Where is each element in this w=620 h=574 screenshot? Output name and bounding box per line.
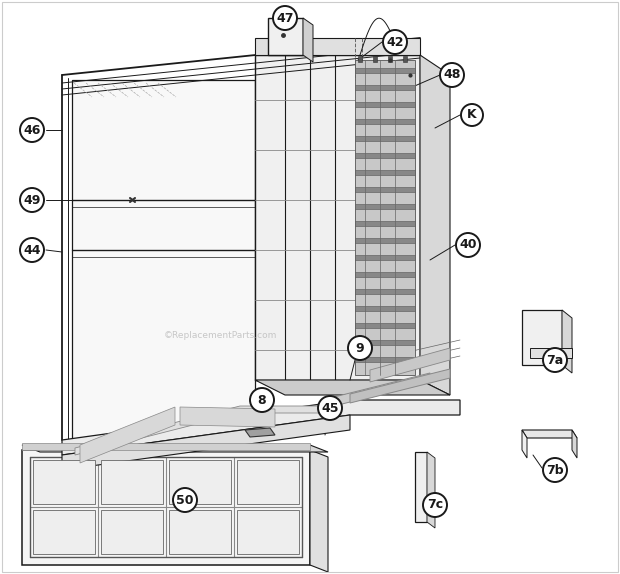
- Polygon shape: [62, 400, 460, 455]
- Polygon shape: [169, 460, 231, 504]
- Polygon shape: [255, 55, 420, 380]
- Polygon shape: [355, 102, 415, 107]
- Circle shape: [20, 118, 44, 142]
- Polygon shape: [169, 510, 231, 554]
- Text: 47: 47: [277, 11, 294, 25]
- Circle shape: [273, 6, 297, 30]
- Polygon shape: [330, 373, 430, 407]
- Text: 45: 45: [321, 401, 339, 414]
- Polygon shape: [355, 119, 415, 124]
- Text: 48: 48: [443, 68, 461, 82]
- Circle shape: [20, 188, 44, 212]
- Polygon shape: [355, 68, 415, 73]
- Text: 7b: 7b: [546, 463, 564, 476]
- Polygon shape: [355, 357, 415, 362]
- Polygon shape: [355, 221, 415, 226]
- Polygon shape: [101, 510, 163, 554]
- Circle shape: [440, 63, 464, 87]
- Polygon shape: [355, 60, 415, 375]
- Polygon shape: [355, 170, 415, 175]
- Polygon shape: [355, 85, 415, 90]
- Text: 50: 50: [176, 494, 193, 506]
- Polygon shape: [255, 38, 420, 55]
- Polygon shape: [388, 56, 392, 62]
- Circle shape: [20, 238, 44, 262]
- Polygon shape: [72, 80, 255, 440]
- Polygon shape: [355, 153, 415, 158]
- Circle shape: [348, 336, 372, 360]
- Text: 7c: 7c: [427, 498, 443, 511]
- Polygon shape: [415, 452, 427, 522]
- Polygon shape: [420, 55, 450, 395]
- Circle shape: [318, 396, 342, 420]
- Polygon shape: [303, 18, 313, 62]
- Polygon shape: [355, 187, 415, 192]
- Circle shape: [543, 348, 567, 372]
- Polygon shape: [33, 460, 95, 504]
- Polygon shape: [522, 430, 527, 458]
- Polygon shape: [62, 415, 350, 470]
- Polygon shape: [355, 323, 415, 328]
- Circle shape: [543, 458, 567, 482]
- Polygon shape: [80, 407, 175, 463]
- Polygon shape: [355, 289, 415, 294]
- Circle shape: [461, 104, 483, 126]
- Text: 44: 44: [24, 243, 41, 257]
- Polygon shape: [22, 443, 310, 450]
- Polygon shape: [403, 56, 407, 62]
- Polygon shape: [237, 460, 299, 504]
- Polygon shape: [255, 380, 450, 395]
- Polygon shape: [355, 306, 415, 311]
- Polygon shape: [355, 255, 415, 260]
- Polygon shape: [370, 348, 450, 382]
- Polygon shape: [358, 56, 362, 62]
- Text: K: K: [467, 108, 477, 122]
- Polygon shape: [355, 272, 415, 277]
- Polygon shape: [355, 340, 415, 345]
- Polygon shape: [268, 18, 303, 55]
- Polygon shape: [355, 136, 415, 141]
- Circle shape: [423, 493, 447, 517]
- Text: 46: 46: [24, 123, 41, 137]
- Polygon shape: [350, 369, 450, 403]
- Circle shape: [383, 30, 407, 54]
- Polygon shape: [522, 310, 562, 365]
- Circle shape: [456, 233, 480, 257]
- Polygon shape: [22, 445, 328, 452]
- Polygon shape: [427, 452, 435, 528]
- Text: 8: 8: [258, 394, 267, 406]
- Polygon shape: [245, 428, 275, 437]
- Polygon shape: [355, 238, 415, 243]
- Polygon shape: [180, 407, 275, 427]
- Text: 7a: 7a: [546, 354, 564, 367]
- Polygon shape: [310, 450, 328, 572]
- Polygon shape: [75, 406, 330, 455]
- Text: 49: 49: [24, 193, 41, 207]
- Text: 40: 40: [459, 239, 477, 251]
- Polygon shape: [562, 310, 572, 373]
- Polygon shape: [355, 204, 415, 209]
- Circle shape: [173, 488, 197, 512]
- Polygon shape: [101, 460, 163, 504]
- Text: 42: 42: [386, 36, 404, 48]
- Polygon shape: [237, 510, 299, 554]
- Polygon shape: [22, 450, 310, 565]
- Text: 9: 9: [356, 342, 365, 355]
- Polygon shape: [530, 348, 572, 358]
- Polygon shape: [572, 430, 577, 458]
- Circle shape: [250, 388, 274, 412]
- Text: ©ReplacementParts.com: ©ReplacementParts.com: [163, 331, 277, 339]
- Polygon shape: [373, 56, 377, 62]
- Polygon shape: [522, 430, 577, 438]
- Polygon shape: [33, 510, 95, 554]
